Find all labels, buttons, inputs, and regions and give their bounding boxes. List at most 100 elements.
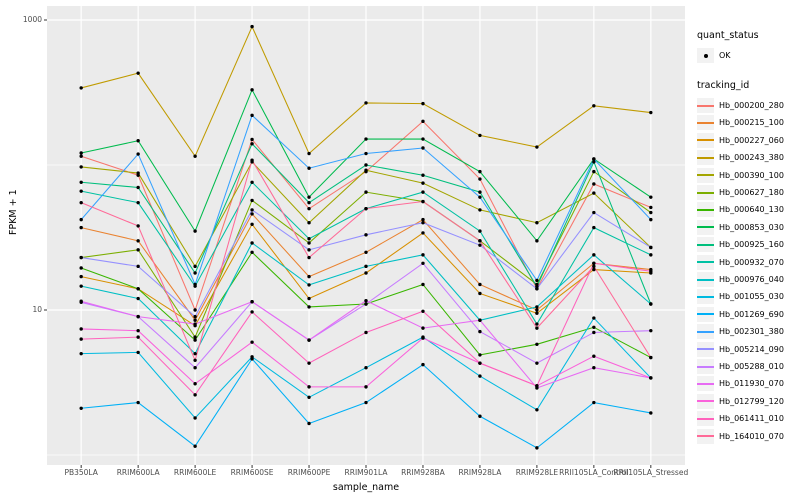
data-point — [592, 325, 596, 329]
data-point — [535, 326, 539, 330]
legend-item-label: Hb_000640_130 — [719, 205, 784, 215]
legend-key-swatch — [697, 167, 714, 183]
data-point — [307, 283, 311, 287]
data-point — [193, 366, 197, 370]
data-point — [79, 86, 83, 90]
data-point — [250, 113, 254, 118]
data-point — [250, 88, 254, 92]
data-point — [250, 158, 254, 162]
legend-line-icon — [697, 174, 714, 177]
data-point — [307, 206, 311, 211]
legend-line-icon — [697, 121, 714, 124]
data-point — [79, 351, 83, 356]
legend-key-swatch — [697, 428, 714, 444]
legend-item: Hb_000227_060 — [697, 132, 784, 149]
legend-line-icon — [697, 243, 714, 246]
data-point — [421, 101, 425, 106]
data-point — [136, 171, 140, 175]
data-point — [649, 376, 653, 380]
data-point — [79, 180, 83, 184]
data-point — [649, 210, 653, 215]
legend-line-icon — [697, 365, 714, 368]
legend-line-icon — [697, 104, 714, 107]
data-point — [421, 326, 425, 330]
data-point — [535, 308, 539, 312]
data-point — [193, 416, 197, 420]
legend-quant-label: OK — [719, 51, 731, 60]
data-point — [535, 361, 539, 365]
data-point — [592, 182, 596, 186]
data-point — [193, 444, 197, 448]
data-point — [592, 210, 596, 215]
legend-item: Hb_000640_130 — [697, 201, 784, 218]
legend-line-icon — [697, 261, 714, 264]
legend-item-label: Hb_164010_070 — [719, 431, 784, 441]
data-point — [535, 408, 539, 412]
data-point — [649, 110, 653, 115]
legend-item-label: Hb_005288_010 — [719, 362, 784, 371]
data-point — [136, 200, 140, 205]
data-point — [364, 190, 368, 194]
data-point — [535, 446, 539, 450]
legend-item-label: Hb_000925_160 — [719, 240, 784, 250]
data-point — [535, 384, 539, 388]
legend-key-swatch — [697, 341, 714, 357]
data-point — [592, 157, 596, 161]
legend-quant-title: quant_status — [697, 30, 759, 41]
data-point — [421, 282, 425, 287]
legend-item: Hb_000976_040 — [697, 271, 784, 288]
data-point — [478, 361, 482, 365]
data-point — [478, 243, 482, 247]
data-point — [136, 314, 140, 319]
legend-item-label: Hb_001055_030 — [719, 292, 784, 302]
data-point — [136, 139, 140, 143]
data-point — [79, 327, 83, 331]
legend-item-label: Hb_000976_040 — [719, 275, 784, 284]
data-point — [421, 336, 425, 340]
data-point — [193, 338, 197, 342]
legend-key-swatch — [697, 185, 714, 200]
data-point — [193, 351, 197, 356]
data-point — [649, 411, 653, 415]
data-point — [193, 282, 197, 287]
legend-key-swatch — [697, 289, 714, 305]
data-point — [136, 400, 140, 405]
data-point — [364, 330, 368, 335]
data-point — [250, 180, 254, 184]
legend-item-label: Hb_000853_030 — [719, 222, 784, 232]
legend-item-label: Hb_012799_120 — [719, 396, 784, 406]
data-point — [478, 133, 482, 138]
legend-key-swatch — [697, 132, 714, 148]
data-point — [364, 385, 368, 389]
data-point — [193, 308, 197, 312]
data-point — [250, 198, 254, 203]
legend-line-icon — [697, 417, 714, 420]
data-point — [250, 24, 254, 29]
data-point — [136, 239, 140, 243]
data-point — [136, 224, 140, 228]
data-point — [364, 233, 368, 237]
data-point — [250, 222, 254, 226]
data-point — [136, 248, 140, 252]
data-point — [364, 298, 368, 303]
data-point — [136, 335, 140, 339]
data-point — [136, 152, 140, 156]
data-point — [478, 169, 482, 174]
legend-item: Hb_061411_010 — [697, 410, 784, 427]
data-point — [478, 229, 482, 233]
x-tick-label: RRIM928LE — [515, 468, 559, 477]
data-point — [592, 261, 596, 265]
data-point — [592, 330, 596, 335]
data-point — [193, 382, 197, 386]
data-point — [421, 309, 425, 313]
x-tick-label: RRIM928BA — [401, 468, 445, 477]
data-point — [592, 316, 596, 320]
x-tick-label: RRIM600SE — [230, 468, 274, 477]
legend-line-icon — [697, 330, 714, 333]
data-point — [535, 342, 539, 347]
y-tick-label: 10 — [32, 305, 42, 314]
legend-key-swatch — [697, 98, 714, 113]
legend-item: Hb_000390_100 — [697, 167, 784, 184]
legend-line-icon — [697, 226, 714, 229]
